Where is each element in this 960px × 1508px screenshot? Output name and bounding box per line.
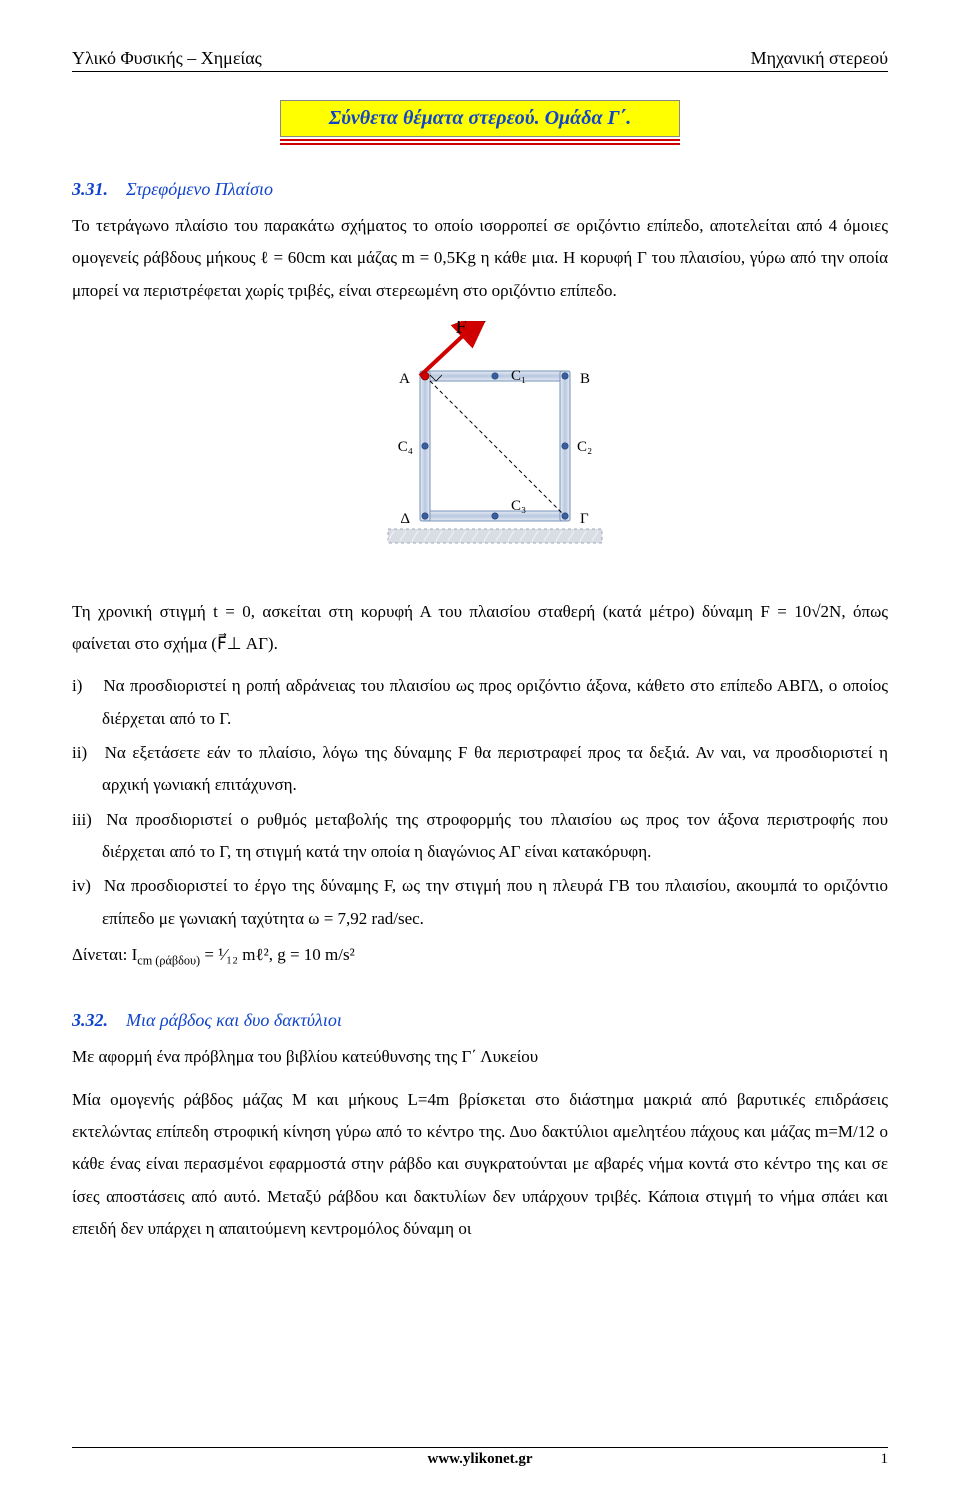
page-footer: www.ylikonet.gr 1 [72, 1447, 888, 1468]
svg-text:Δ: Δ [400, 511, 410, 527]
footer-page: 1 [848, 1451, 888, 1468]
item-iv: iv) Να προσδιοριστεί το έργο της δύναμης… [72, 870, 888, 935]
diagram-svg: F → A B Γ Δ C₁ C₂ C₃ C₄ [350, 321, 610, 581]
question-list: i) Να προσδιοριστεί η ροπή αδράνειας του… [72, 670, 888, 934]
footer-url: www.ylikonet.gr [112, 1451, 848, 1468]
svg-text:→: → [476, 321, 489, 326]
para-force: Τη χρονική στιγμή t = 0, ασκείται στη κο… [72, 596, 888, 661]
svg-text:Γ: Γ [580, 511, 589, 527]
section-number: 3.31. [72, 179, 108, 200]
title-box: Σύνθετα θέματα στερεού. Ομάδα Γ΄. [280, 100, 680, 145]
item-i: i) Να προσδιοριστεί η ροπή αδράνειας του… [72, 670, 888, 735]
svg-text:C₃: C₃ [511, 498, 526, 514]
svg-text:C₂: C₂ [577, 439, 592, 455]
figure-frame: F → A B Γ Δ C₁ C₂ C₃ C₄ [72, 321, 888, 586]
page-title: Σύνθετα θέματα στερεού. Ομάδα Γ΄. [329, 107, 632, 129]
header-left: Υλικό Φυσικής – Χημείας [72, 48, 262, 69]
svg-text:A: A [399, 371, 410, 387]
page-header: Υλικό Φυσικής – Χημείας Μηχανική στερεού [72, 48, 888, 72]
title-underline [280, 139, 680, 145]
svg-text:B: B [580, 371, 590, 387]
section-title-2: Μια ράβδος και δυο δακτύλιοι [126, 1010, 342, 1030]
section-number-2: 3.32. [72, 1010, 108, 1031]
para-332-2: Μία ομογενής ράβδος μάζας Μ και μήκους L… [72, 1084, 888, 1245]
item-ii: ii) Να εξετάσετε εάν το πλαίσιο, λόγω τη… [72, 737, 888, 802]
svg-text:F: F [455, 321, 466, 338]
header-right: Μηχανική στερεού [751, 48, 888, 69]
svg-text:C₁: C₁ [511, 368, 526, 384]
para-332-1: Με αφορμή ένα πρόβλημα του βιβλίου κατεύ… [72, 1041, 888, 1073]
para-intro: Το τετράγωνο πλαίσιο του παρακάτω σχήματ… [72, 210, 888, 307]
section-title: Στρεφόμενο Πλαίσιο [126, 179, 273, 199]
item-iii: iii) Να προσδιοριστεί ο ρυθμός μεταβολής… [72, 804, 888, 869]
given-line: Δίνεται: Icm (ράβδου) = ¹⁄₁₂ mℓ², g = 10… [72, 939, 888, 973]
svg-text:C₄: C₄ [398, 439, 413, 455]
